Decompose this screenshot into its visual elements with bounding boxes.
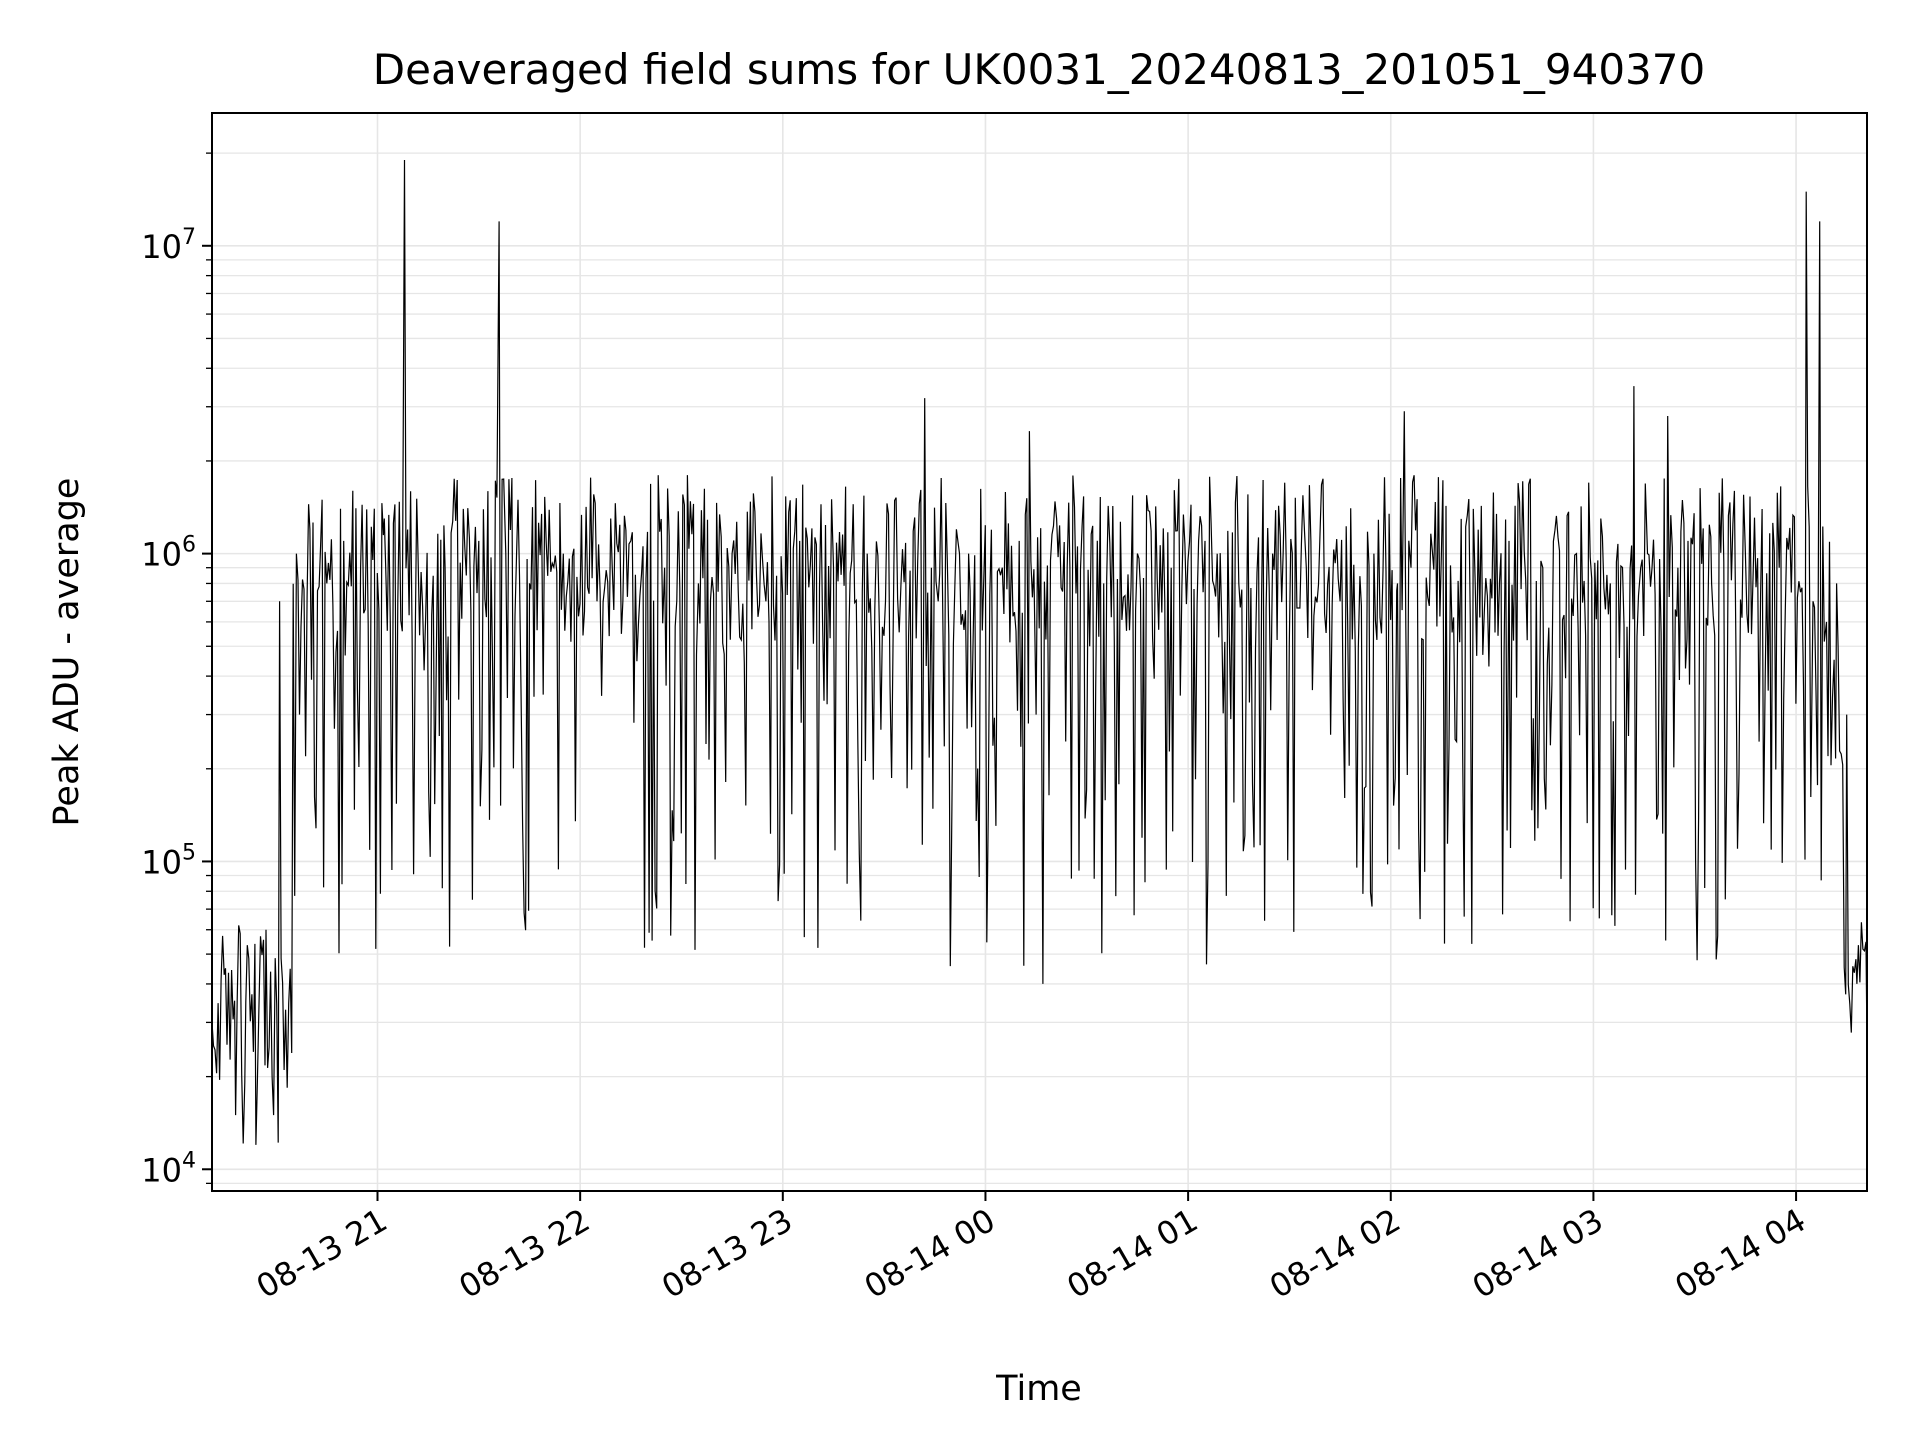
- chart-title: Deaveraged field sums for UK0031_2024081…: [373, 45, 1705, 94]
- grid: [212, 113, 1867, 1191]
- plot-frame: [211, 112, 1868, 1192]
- y-tick-label: 107: [141, 225, 196, 266]
- y-tick-label: 105: [141, 840, 196, 881]
- y-tick-label: 106: [141, 533, 196, 574]
- y-axis: 104 105 106 107: [141, 152, 212, 1189]
- y-tick-label: 104: [141, 1148, 196, 1189]
- y-axis-label: Peak ADU - average: [47, 478, 87, 827]
- series-line: [211, 159, 1868, 1145]
- x-axis-label: Time: [995, 1369, 1082, 1409]
- plot-area: [211, 159, 1868, 1145]
